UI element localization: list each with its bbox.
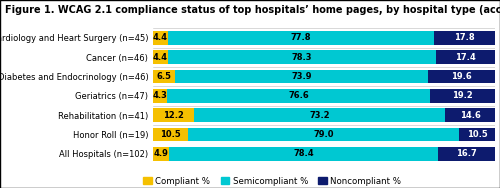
Legend: Compliant %, Semicompliant %, Noncompliant %: Compliant %, Semicompliant %, Noncomplia… <box>140 173 405 188</box>
Bar <box>438 147 495 161</box>
Text: Figure 1. WCAG 2.1 compliance status of top hospitals’ home pages, by hospital t: Figure 1. WCAG 2.1 compliance status of … <box>5 5 500 15</box>
Bar <box>167 89 429 103</box>
Text: 77.8: 77.8 <box>290 33 311 42</box>
Text: 78.4: 78.4 <box>293 149 314 158</box>
Text: 73.9: 73.9 <box>291 72 312 81</box>
Bar <box>152 50 168 64</box>
Text: 17.8: 17.8 <box>454 33 475 42</box>
Bar <box>152 31 168 45</box>
Bar <box>188 128 459 141</box>
Bar <box>175 70 428 83</box>
Bar <box>436 50 496 64</box>
Bar <box>152 128 188 141</box>
Text: 76.6: 76.6 <box>288 91 309 100</box>
Bar <box>170 147 438 161</box>
Text: 19.2: 19.2 <box>452 91 473 100</box>
Bar <box>152 108 194 122</box>
Bar <box>430 89 496 103</box>
Text: 73.2: 73.2 <box>310 111 330 120</box>
Text: 78.3: 78.3 <box>292 53 312 62</box>
Text: 4.9: 4.9 <box>154 149 168 158</box>
Text: 79.0: 79.0 <box>314 130 334 139</box>
Text: 12.2: 12.2 <box>163 111 184 120</box>
Bar <box>434 31 495 45</box>
Text: 19.6: 19.6 <box>451 72 472 81</box>
Bar <box>168 50 436 64</box>
Bar <box>168 31 434 45</box>
Text: 4.4: 4.4 <box>152 53 168 62</box>
Bar <box>152 147 170 161</box>
Bar <box>152 89 167 103</box>
Text: 14.6: 14.6 <box>460 111 480 120</box>
Bar <box>459 128 495 141</box>
Text: 4.3: 4.3 <box>152 91 168 100</box>
Bar <box>428 70 495 83</box>
Text: 10.5: 10.5 <box>466 130 487 139</box>
Text: 16.7: 16.7 <box>456 149 477 158</box>
Text: 6.5: 6.5 <box>156 72 171 81</box>
Bar <box>152 70 175 83</box>
Text: 10.5: 10.5 <box>160 130 181 139</box>
Bar <box>445 108 495 122</box>
Text: 4.4: 4.4 <box>152 33 168 42</box>
Bar <box>194 108 445 122</box>
Text: 17.4: 17.4 <box>455 53 476 62</box>
